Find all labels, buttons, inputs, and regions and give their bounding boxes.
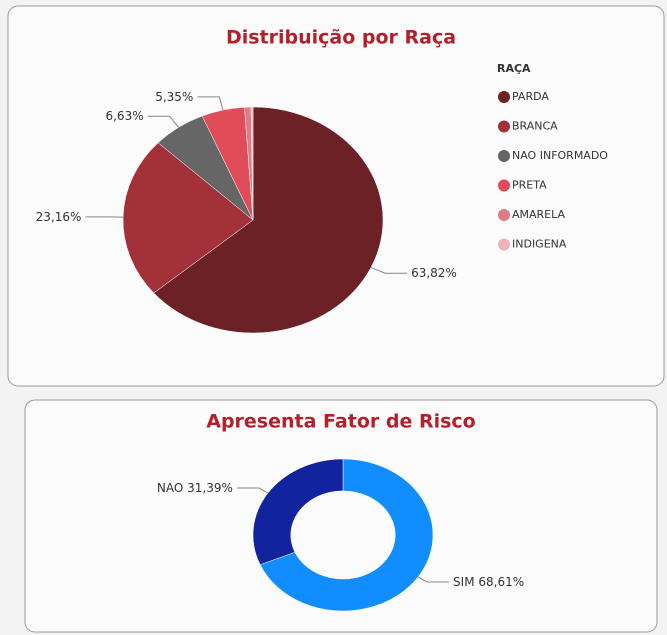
value-label: 5,35% <box>155 89 193 103</box>
legend-label: PARDA <box>512 90 549 103</box>
legend-label: PRETA <box>512 179 547 192</box>
legend-marker <box>498 238 510 251</box>
legend-label: INDIGENA <box>512 238 567 251</box>
leader-line <box>236 487 269 494</box>
slice <box>250 106 254 221</box>
legend-label: AMARELA <box>512 208 566 221</box>
data-label: SIM 68,61% <box>453 574 524 588</box>
data-label: 23,16% <box>36 209 82 223</box>
value-label: 63,82% <box>411 266 457 280</box>
value-label: 23,16% <box>36 209 82 223</box>
slice <box>153 106 384 334</box>
leader-line <box>417 576 450 583</box>
data-label: NAO 31,39% <box>157 481 233 495</box>
legend-marker <box>498 120 510 133</box>
panel <box>24 399 658 633</box>
legend-label: NAO INFORMADO <box>512 149 608 162</box>
legend-marker <box>498 91 510 103</box>
legend-title: RAÇA <box>497 62 531 75</box>
legend-marker <box>498 209 510 221</box>
leader-line <box>147 115 179 128</box>
slice <box>259 458 434 612</box>
leader-line <box>197 96 224 111</box>
value-label: 68,61% <box>478 574 524 588</box>
value-label: 6,63% <box>105 109 143 123</box>
value-label: 31,39% <box>187 481 233 495</box>
category-label: SIM <box>453 574 475 588</box>
data-label: 5,35% <box>155 89 193 103</box>
slice <box>122 142 254 294</box>
legend-label: BRANCA <box>512 120 558 133</box>
data-label: 63,82% <box>411 266 457 280</box>
chart-title: Apresenta Fator de Risco <box>206 411 475 433</box>
leader-line <box>370 267 408 274</box>
chart-title: Distribuição por Raça <box>226 27 456 49</box>
category-label: NAO <box>157 481 183 495</box>
legend-marker <box>498 150 510 162</box>
legend-marker <box>498 179 510 192</box>
slice <box>252 458 344 566</box>
data-label: 6,63% <box>105 109 143 123</box>
